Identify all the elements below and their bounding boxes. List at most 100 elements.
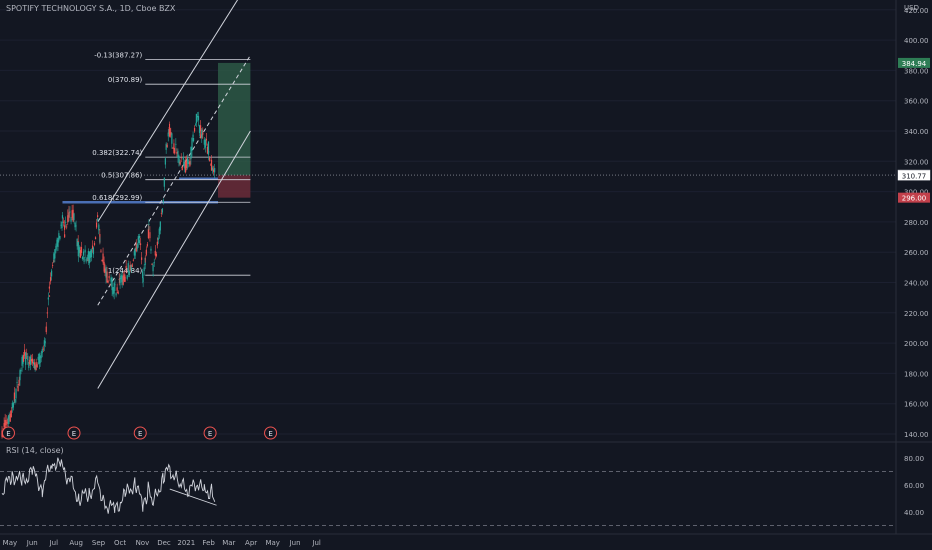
- candle: [48, 286, 50, 289]
- rsi-line[interactable]: [1, 457, 216, 514]
- candle: [208, 151, 210, 153]
- candle: [47, 297, 49, 300]
- channel-upper[interactable]: [97, 0, 251, 223]
- candle: [34, 365, 36, 370]
- candle: [125, 265, 127, 269]
- earnings-event-label: E: [72, 430, 76, 438]
- candle: [54, 249, 56, 259]
- candle: [120, 275, 122, 280]
- earnings-event-label: E: [208, 430, 212, 438]
- candle: [148, 224, 150, 225]
- price-tick-label: 240.00: [904, 280, 929, 288]
- candle: [43, 340, 45, 346]
- candle: [69, 211, 71, 213]
- candle: [44, 341, 46, 344]
- chart-title: SPOTIFY TECHNOLOGY S.A., 1D, Cboe BZX: [6, 4, 176, 13]
- candle: [143, 267, 145, 272]
- candle: [85, 258, 87, 262]
- candle: [206, 146, 209, 154]
- candle: [32, 362, 35, 365]
- candle: [107, 281, 109, 283]
- candle: [105, 267, 107, 278]
- candle: [162, 200, 164, 202]
- candle: [167, 132, 169, 137]
- candle: [156, 241, 158, 246]
- rsi-tick-label: 60.00: [904, 482, 924, 490]
- candle: [73, 213, 75, 221]
- candle: [62, 221, 65, 223]
- earnings-event-icon[interactable]: [1, 426, 15, 440]
- candle: [8, 415, 10, 420]
- candle: [151, 264, 153, 265]
- rsi-title: RSI (14, close): [6, 446, 64, 455]
- candle: [129, 265, 131, 271]
- candle: [71, 210, 73, 218]
- candle: [180, 157, 182, 159]
- earnings-event-icon[interactable]: [67, 426, 81, 440]
- stop-zone[interactable]: [218, 175, 251, 198]
- candle: [112, 287, 114, 295]
- time-tick-label: Jun: [289, 539, 301, 547]
- candle: [182, 157, 184, 160]
- candle: [9, 413, 11, 422]
- channel-lower[interactable]: [97, 130, 251, 389]
- earnings-event-label: E: [6, 430, 10, 438]
- candle: [40, 352, 42, 359]
- earnings-event-icon[interactable]: [133, 426, 147, 440]
- candle: [198, 125, 201, 133]
- candle: [155, 253, 157, 257]
- price-tick-label: 380.00: [904, 67, 929, 75]
- candle: [197, 116, 200, 121]
- candle: [189, 160, 191, 166]
- price-tick-label: 220.00: [904, 310, 929, 318]
- candle: [173, 143, 175, 154]
- candle: [111, 277, 113, 291]
- candle: [66, 226, 68, 228]
- candle: [98, 224, 100, 231]
- candle: [64, 234, 66, 238]
- candle: [49, 277, 52, 282]
- candle: [171, 133, 173, 144]
- candle: [21, 356, 23, 366]
- candle: [10, 410, 12, 418]
- candle: [177, 150, 179, 158]
- candle: [199, 125, 202, 132]
- candle: [60, 224, 62, 226]
- earnings-event-icon[interactable]: [264, 426, 278, 440]
- candle: [214, 167, 216, 173]
- candle: [137, 236, 139, 243]
- candle: [35, 362, 37, 371]
- candle: [90, 249, 93, 258]
- time-tick-label: Sep: [92, 539, 106, 547]
- candle: [110, 277, 112, 282]
- candle: [164, 158, 166, 165]
- candle: [190, 147, 192, 160]
- time-tick-label: Apr: [245, 539, 257, 547]
- candle: [109, 284, 111, 286]
- candle: [128, 270, 130, 275]
- price-tick-label: 400.00: [904, 37, 929, 45]
- candle: [187, 157, 189, 164]
- candle: [185, 168, 187, 173]
- candle: [59, 235, 61, 240]
- candle: [157, 237, 159, 241]
- candle: [158, 228, 160, 235]
- earnings-event-icon[interactable]: [203, 426, 217, 440]
- entry-price-badge: [898, 170, 930, 181]
- candle: [133, 250, 135, 256]
- candle: [13, 392, 16, 402]
- candle: [115, 293, 117, 296]
- candle: [36, 364, 38, 367]
- candle: [91, 245, 94, 250]
- candle: [134, 248, 136, 256]
- candle: [99, 239, 101, 241]
- candle: [52, 265, 54, 266]
- candle: [78, 247, 80, 254]
- candle: [102, 253, 104, 263]
- candle: [153, 262, 155, 264]
- candle: [97, 215, 99, 217]
- candle: [146, 244, 148, 246]
- candle: [31, 358, 34, 364]
- rsi-trendline[interactable]: [169, 488, 217, 506]
